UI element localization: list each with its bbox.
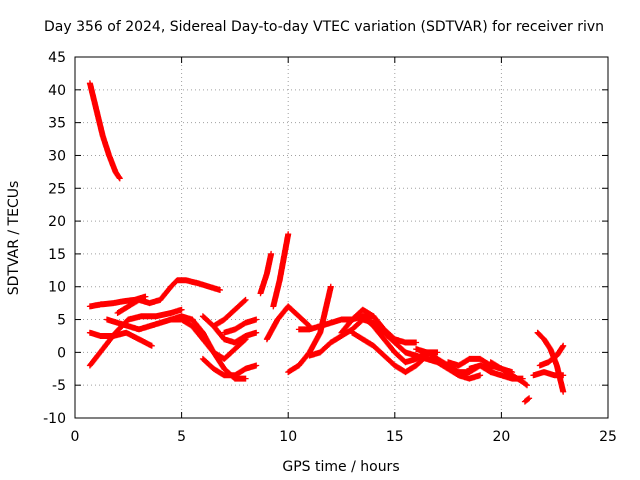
series-arc-13	[257, 250, 275, 297]
data-point-markers	[257, 250, 275, 297]
series-arc-15	[263, 303, 313, 343]
y-tick-label: 45	[48, 50, 66, 66]
data-marks	[86, 80, 567, 405]
chart-title: Day 356 of 2024, Sidereal Day-to-day VTE…	[44, 19, 604, 35]
x-tick-label: 0	[71, 429, 80, 445]
x-axis-label: GPS time / hours	[282, 459, 399, 475]
data-point-markers	[270, 231, 292, 310]
y-tick-label: 40	[48, 83, 66, 99]
series-arc-8	[189, 316, 249, 362]
x-tick-label: 25	[599, 429, 617, 445]
series-arc-19	[338, 306, 420, 346]
data-point-markers	[221, 316, 260, 336]
data-point-markers	[86, 329, 155, 349]
axis-ticks: 0 5 10 15 20 25 -10 -5 0 5 10 15 20 25 30 35 40 45	[43, 50, 617, 445]
series-arc-6	[114, 277, 223, 316]
x-tick-label: 20	[492, 429, 510, 445]
data-point-markers	[189, 316, 249, 362]
y-tick-label: 5	[57, 313, 66, 329]
y-tick-label: 30	[48, 148, 66, 164]
series-arc-22	[402, 349, 484, 382]
y-tick-label: 20	[48, 214, 66, 230]
data-point-markers	[536, 342, 567, 369]
data-point-markers	[86, 80, 123, 182]
series-arc-27	[521, 395, 533, 405]
x-tick-label: 15	[386, 429, 404, 445]
y-tick-label: 10	[48, 280, 66, 296]
y-tick-label: 15	[48, 247, 66, 263]
data-point-markers	[349, 329, 430, 376]
data-point-markers	[285, 283, 334, 376]
plot-frame	[74, 56, 609, 419]
y-tick-label: 0	[57, 345, 66, 361]
data-point-markers	[114, 277, 223, 316]
data-point-markers	[199, 355, 260, 379]
series-arc-16	[285, 283, 334, 376]
series-arc-26	[487, 359, 530, 389]
data-point-markers	[263, 303, 313, 343]
series-arc-20	[349, 329, 430, 376]
y-tick-label: -5	[52, 378, 66, 394]
series-arc-14	[270, 231, 292, 310]
series-arc-11	[210, 296, 249, 330]
y-tick-label: 25	[48, 181, 66, 197]
x-tick-label: 5	[177, 429, 186, 445]
series-arc-3	[86, 329, 155, 349]
data-point-markers	[402, 349, 484, 382]
y-axis-label: SDTVAR / TECUs	[6, 181, 22, 296]
data-point-markers	[521, 395, 533, 405]
data-point-markers	[338, 306, 420, 346]
series-arc-10	[199, 355, 260, 379]
series-arc-12	[221, 316, 260, 336]
x-tick-label: 10	[279, 429, 297, 445]
y-tick-label: 35	[48, 116, 66, 132]
y-tick-label: -10	[43, 411, 66, 427]
series-arc-1	[86, 80, 123, 182]
data-point-markers	[487, 359, 530, 389]
data-point-markers	[210, 296, 249, 330]
series-arc-30	[536, 342, 567, 369]
grid-lines	[75, 57, 608, 418]
